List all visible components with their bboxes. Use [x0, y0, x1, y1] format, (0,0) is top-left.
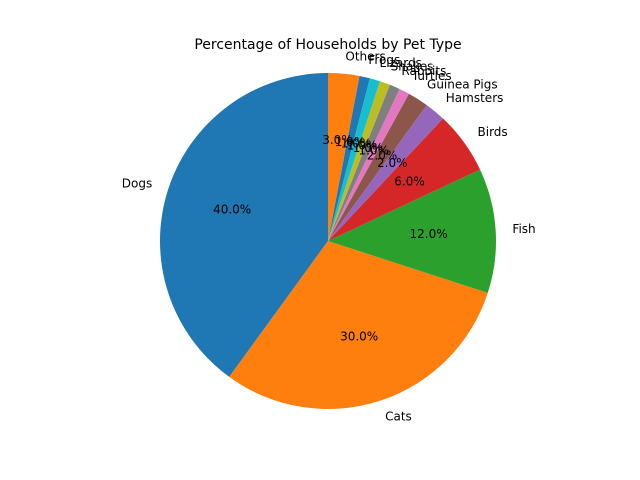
percent-label-birds: 6.0%: [394, 174, 425, 188]
percent-label-cats: 30.0%: [340, 329, 378, 343]
percent-label-others: 3.0%: [322, 133, 353, 147]
percent-label-dogs: 40.0%: [213, 202, 251, 216]
slice-label-guinea-pigs: Guinea Pigs: [427, 77, 498, 91]
slice-label-snakes: Snakes: [391, 60, 434, 74]
percent-label-hamsters: 2.0%: [377, 156, 408, 170]
slice-label-birds: Birds: [478, 125, 508, 139]
percent-label-guinea-pigs: 2.0%: [367, 148, 398, 162]
pie-slice-birds: [328, 118, 481, 241]
percent-label-turtles: 1.0%: [359, 144, 390, 158]
percent-label-lizards: 1.0%: [341, 137, 372, 151]
slice-label-fish: Fish: [512, 222, 535, 236]
pie-slice-turtles: [328, 88, 409, 242]
slice-label-hamsters: Hamsters: [446, 91, 504, 105]
slice-label-frogs: Frogs: [368, 53, 400, 67]
pie-slice-hamsters: [328, 105, 444, 241]
slice-label-lizards: Lizards: [380, 56, 422, 70]
pie-slice-guinea-pigs: [328, 93, 427, 241]
slice-label-rabbits: Rabbits: [401, 64, 446, 78]
pie-percent-labels: 40.0%30.0%12.0%6.0%2.0%2.0%1.0%1.0%1.0%1…: [213, 133, 448, 343]
pie-slices: [159, 73, 496, 409]
percent-label-snakes: 1.0%: [347, 139, 378, 153]
slice-label-others: Others: [345, 50, 385, 64]
slice-label-cats: Cats: [385, 409, 412, 423]
pie-slice-lizards: [328, 78, 380, 241]
pie-slice-frogs: [328, 75, 370, 241]
percent-label-fish: 12.0%: [410, 227, 448, 241]
pie-slice-rabbits: [328, 84, 400, 242]
pie-slice-dogs: [159, 73, 328, 377]
slice-label-dogs: Dogs: [122, 176, 152, 190]
percent-label-frogs: 1.0%: [335, 135, 366, 149]
pie-slice-fish: [328, 169, 496, 293]
pie-slice-others: [328, 73, 360, 241]
percent-label-rabbits: 1.0%: [353, 141, 384, 155]
slice-label-turtles: Turtles: [411, 69, 452, 83]
pie-slice-snakes: [328, 81, 390, 241]
pie-slice-cats: [229, 241, 488, 409]
chart-title: Percentage of Households by Pet Type: [194, 37, 461, 53]
